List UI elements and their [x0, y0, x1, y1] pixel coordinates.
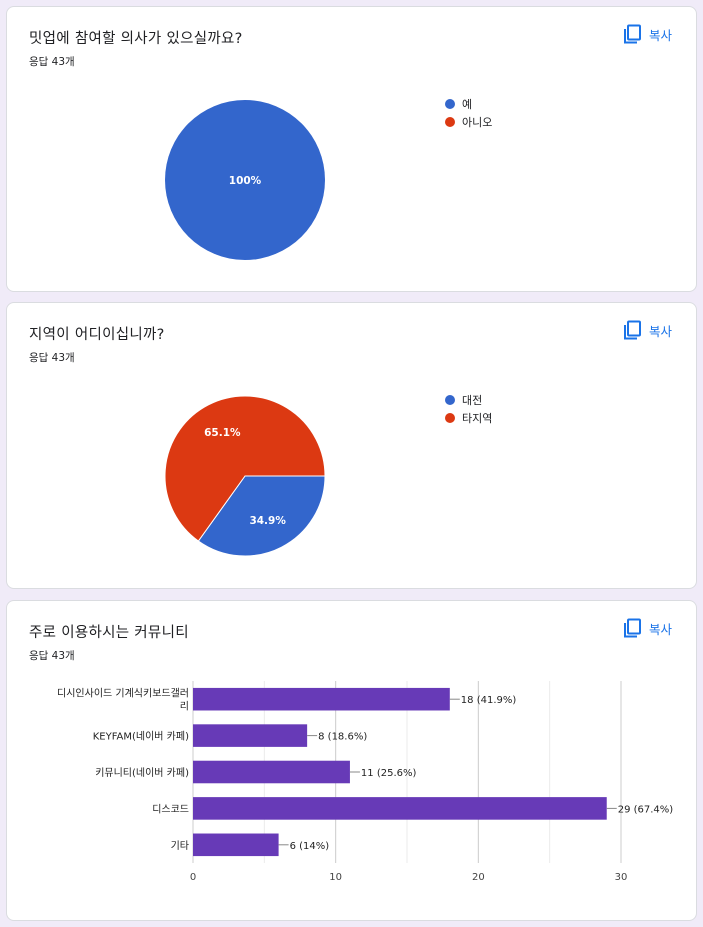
- slice-label: 65.1%: [204, 427, 241, 439]
- category-label: 디시인사이드 기계식키보드갤러 리: [57, 688, 189, 713]
- copy-button[interactable]: 복사: [623, 319, 672, 341]
- bar-value-label: 6 (14%): [290, 841, 330, 852]
- copy-icon: [623, 24, 641, 44]
- question-card-region: 지역이 어디이십니까? 응답 43개 복사 34.9% 65.1% 대전 타지역: [6, 302, 697, 589]
- slice-label: 34.9%: [249, 515, 286, 527]
- bar-value-label: 18 (41.9%): [461, 695, 517, 706]
- x-tick-label: 20: [472, 872, 485, 883]
- legend-item-other-region: 타지역: [445, 409, 492, 427]
- copy-label: 복사: [648, 323, 672, 339]
- question-title: 주로 이용하시는 커뮤니티: [29, 625, 189, 641]
- copy-label: 복사: [648, 27, 672, 43]
- question-card-community: 주로 이용하시는 커뮤니티 응답 43개 복사 0 10 20 30 18 (41.9%…: [6, 600, 697, 921]
- legend-item-daejeon: 대전: [445, 391, 492, 409]
- pie-slice-2: [164, 395, 326, 542]
- legend-label: 예: [462, 98, 473, 111]
- legend-label: 타지역: [462, 412, 493, 425]
- copy-icon: [623, 618, 641, 638]
- copy-icon: [623, 320, 641, 340]
- legend: 예 아니오: [445, 95, 492, 131]
- bar: [193, 760, 350, 784]
- bar: [193, 797, 607, 820]
- x-tick-label: 10: [329, 872, 342, 883]
- copy-button[interactable]: 복사: [623, 23, 672, 45]
- category-label: 키뮤니티(네이버 카페): [95, 767, 189, 779]
- legend-dot-icon: [445, 99, 455, 109]
- bar-value-label: 11 (25.6%): [361, 768, 417, 779]
- bar-value-label: 8 (18.6%): [318, 732, 367, 743]
- x-tick-label: 30: [615, 872, 628, 883]
- question-title: 지역이 어디이십니까?: [29, 327, 165, 343]
- pie-slice-1: [197, 475, 326, 557]
- copy-label: 복사: [648, 621, 672, 637]
- question-card-meetup: 밋업에 참여할 의사가 있으실까요? 응답 43개 복사 100% 예 아니오: [6, 6, 697, 292]
- category-label: 디스코드: [152, 803, 189, 815]
- pie-slice-1: [165, 100, 325, 260]
- legend-dot-icon: [445, 413, 455, 423]
- legend-dot-icon: [445, 395, 455, 405]
- legend-label: 대전: [462, 394, 483, 407]
- legend-label: 아니오: [462, 116, 493, 129]
- category-label: KEYFAM(네이버 카페): [93, 731, 189, 743]
- legend: 대전 타지역: [445, 391, 492, 427]
- response-count: 응답 43개: [29, 650, 75, 662]
- x-tick-label: 0: [190, 872, 196, 883]
- legend-dot-icon: [445, 117, 455, 127]
- copy-button[interactable]: 복사: [623, 617, 672, 639]
- response-count: 응답 43개: [29, 352, 75, 364]
- bar: [193, 833, 279, 857]
- bar: [193, 687, 450, 711]
- response-count: 응답 43개: [29, 56, 75, 68]
- pie-chart: 34.9% 65.1%: [164, 395, 326, 557]
- bar: [193, 724, 308, 747]
- slice-label: 100%: [229, 175, 262, 187]
- category-label: 기타: [171, 840, 189, 852]
- bar-value-label: 29 (67.4%): [618, 804, 674, 815]
- pie-chart: 100%: [165, 100, 325, 260]
- question-title: 밋업에 참여할 의사가 있으실까요?: [29, 31, 243, 47]
- bar-chart: 0 10 20 30 18 (41.9%) 디시인사이드 기계식키보드갤러 리 8 (18.6…: [57, 681, 674, 883]
- legend-item-yes: 예: [445, 95, 492, 113]
- legend-item-no: 아니오: [445, 113, 492, 131]
